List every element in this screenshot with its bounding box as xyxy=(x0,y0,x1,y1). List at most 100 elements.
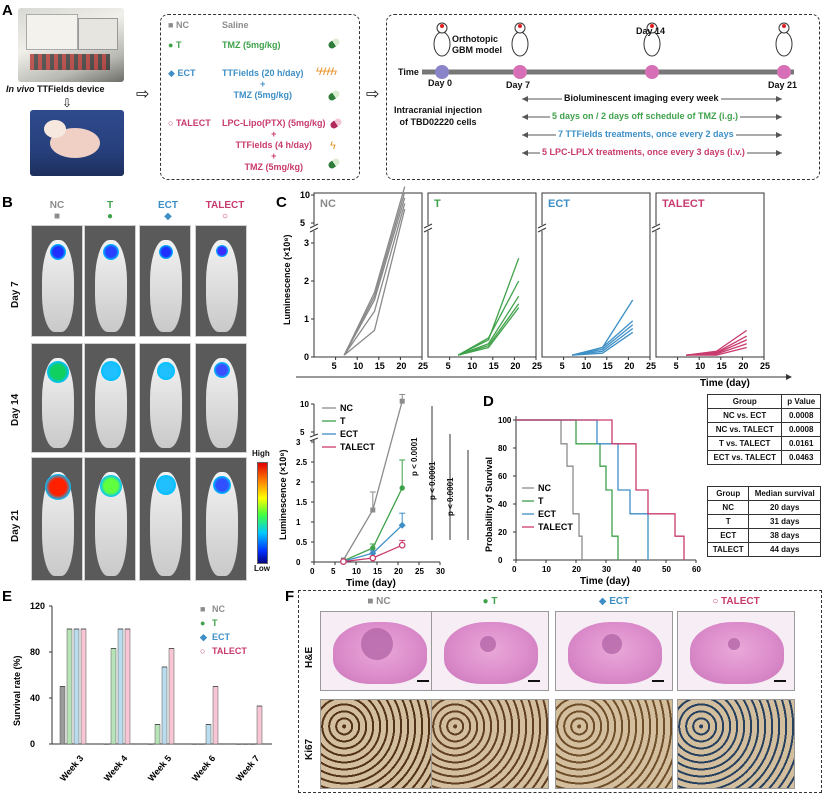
groups-box xyxy=(160,14,360,180)
series-line xyxy=(686,329,748,356)
pvalue-table: Group p Value NC vs. ECT 0.0008 NC vs. TAL… xyxy=(706,394,821,465)
panel-e-label: E xyxy=(2,588,13,605)
panel-b-label: B xyxy=(2,194,13,211)
tick-label: 5 xyxy=(300,218,305,228)
tick-label: 40 xyxy=(30,693,40,703)
tumor-signal xyxy=(213,475,231,494)
tumor-region xyxy=(361,628,393,660)
median-row-value: 44 days xyxy=(748,542,821,557)
axis-break-mark xyxy=(309,223,319,229)
tick-label: 25 xyxy=(760,361,770,371)
tick-label: 5 xyxy=(446,361,451,371)
tick-label: 20 xyxy=(624,361,634,371)
series-line xyxy=(457,280,520,356)
legend-label: T xyxy=(538,496,544,506)
pvalue-row-value: 0.0008 xyxy=(781,422,821,437)
series-line xyxy=(343,197,406,356)
tick-label: 5 xyxy=(331,567,336,576)
tumor-region xyxy=(728,638,740,650)
bar xyxy=(124,628,131,745)
median-header-value: Median survival xyxy=(748,486,821,501)
series-line xyxy=(686,339,747,356)
schedule-ttfields: 7 TTFields treatments, once every 2 days xyxy=(556,129,736,139)
panel-c-label: C xyxy=(276,194,287,211)
device-caption-prefix: In vivo xyxy=(6,84,35,94)
tick-label: 10 xyxy=(542,565,551,574)
color-scale-bar xyxy=(257,462,268,564)
tumor-signal xyxy=(100,474,122,497)
schedule-tmz: 5 days on / 2 days off schedule of TMZ (… xyxy=(550,111,741,121)
tick-label: 15 xyxy=(489,361,499,371)
tick-label: 2 xyxy=(296,478,301,487)
x-axis-label: Time (day) xyxy=(700,378,750,389)
axis-break-mark xyxy=(309,227,319,233)
pvalue-header-group: Group xyxy=(706,394,783,409)
timeline-day-14: Day 14 xyxy=(636,26,666,36)
y-axis-label: Survival rate (%) xyxy=(12,655,22,726)
data-point xyxy=(398,521,406,529)
tick-label: 10 xyxy=(300,190,310,200)
chart-title: T xyxy=(434,198,441,210)
series-line xyxy=(686,335,748,356)
pvalue-row-group: ECT vs. TALECT xyxy=(706,450,783,465)
axis-break xyxy=(310,225,318,231)
tumor-signal xyxy=(47,360,69,383)
chart-title: NC xyxy=(320,198,336,210)
panel-b-col-ect: ECT ◆ xyxy=(158,200,178,222)
legend-label: T xyxy=(212,618,218,628)
bioluminescence-image xyxy=(84,457,136,581)
pvalue-row-group: NC vs. ECT xyxy=(706,408,783,423)
tick-label: 40 xyxy=(632,565,641,574)
bioluminescence-image xyxy=(139,457,191,581)
group-nc-treatment: Saline xyxy=(222,20,249,30)
legend-label: T xyxy=(340,416,346,426)
bioluminescence-image xyxy=(139,343,191,453)
panel-b-row-day14: Day 14 xyxy=(10,393,21,426)
tick-label: 15 xyxy=(373,567,382,576)
series-line xyxy=(343,208,406,356)
pvalue-row-value: 0.0463 xyxy=(781,450,821,465)
survival-curve xyxy=(516,419,583,560)
tick-label: 20 xyxy=(396,361,406,371)
median-row-group: NC xyxy=(706,500,750,515)
legend-label: ECT xyxy=(212,632,231,642)
bioluminescence-image xyxy=(195,343,247,453)
ttfields-device-photo xyxy=(18,8,124,82)
tick-label: 0.5 xyxy=(296,538,308,547)
data-point xyxy=(399,398,405,404)
tumor-signal xyxy=(159,244,173,259)
tumor-signal xyxy=(156,475,176,495)
group-ect-label: ◆ ECT xyxy=(168,68,196,78)
he-stain-image xyxy=(320,611,438,691)
he-stain-image xyxy=(677,611,795,691)
data-point xyxy=(399,485,405,491)
panel-d-label: D xyxy=(483,393,494,410)
bar xyxy=(242,743,249,745)
bioluminescence-image xyxy=(31,457,83,581)
x-axis-label: Time (day) xyxy=(580,576,630,587)
tick-label: 1 xyxy=(296,518,301,527)
plot-frame xyxy=(541,192,651,358)
axis-break-mark xyxy=(309,437,319,442)
tick-label: 10 xyxy=(467,361,477,371)
legend-symbol: ■ xyxy=(200,604,205,614)
timeline-day7-dot xyxy=(513,65,527,79)
tumor-signal xyxy=(101,361,121,381)
he-stain-image xyxy=(431,611,549,691)
survival-curve xyxy=(516,419,619,560)
bar xyxy=(205,724,212,745)
group-nc-label: ■ NC xyxy=(168,20,189,30)
tick-label: 25 xyxy=(532,361,542,371)
category-label: Week 5 xyxy=(146,753,173,783)
scale-bar xyxy=(417,680,429,682)
data-point xyxy=(370,545,376,551)
timeline-injection-label: Intracranial injection of TBD02220 cells xyxy=(394,105,483,127)
arrow-head xyxy=(786,374,792,380)
tick-label: 5 xyxy=(674,361,679,371)
bar xyxy=(147,743,154,745)
scale-bar xyxy=(774,680,786,682)
panel-b-row-day7: Day 7 xyxy=(10,281,21,308)
data-point xyxy=(370,507,376,513)
tick-label: 1 xyxy=(304,314,309,324)
